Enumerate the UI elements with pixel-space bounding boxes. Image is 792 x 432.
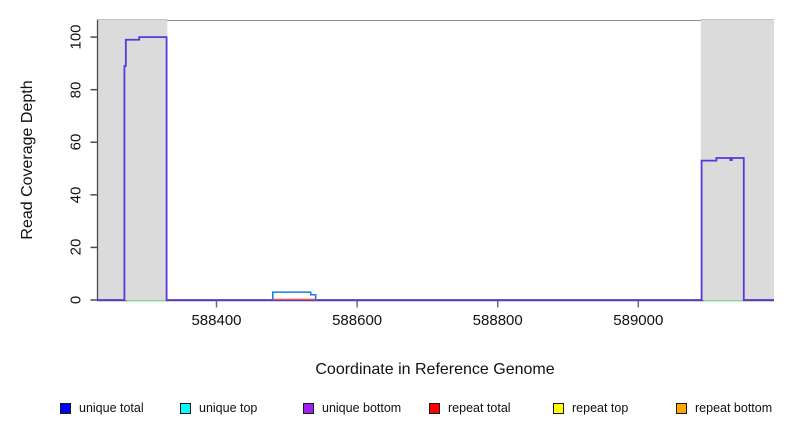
unique-top-swatch-icon [180, 402, 191, 414]
series-line: unique total / unique bottom coverage [97, 36, 774, 301]
y-tick-label: 60 [67, 133, 85, 151]
x-tick-label: 589000 [613, 312, 664, 329]
y-tick-label: 20 [67, 239, 85, 256]
legend-item-unique-bottom: unique bottom [303, 401, 401, 415]
legend-item-repeat-bottom: repeat bottom [676, 401, 772, 415]
x-tick-label: 588400 [191, 312, 242, 329]
y-tick-label: 40 [67, 186, 85, 204]
legend-label: unique bottom [322, 401, 402, 415]
y-tick-label: 80 [67, 81, 85, 98]
legend-item-repeat-total: repeat total [429, 401, 511, 415]
series-line: unique top coverage bump [271, 291, 317, 300]
legend-label: repeat bottom [695, 401, 773, 415]
y-tick-label: 0 [67, 295, 85, 305]
legend-label: repeat total [448, 401, 511, 415]
repeat-bottom-swatch-icon [676, 402, 687, 414]
y-tick-label: 100 [67, 24, 85, 50]
x-tick-label: 588800 [472, 312, 523, 329]
repeat-total-swatch-icon [429, 402, 440, 414]
repeat-top-swatch-icon [553, 402, 564, 414]
unique-total-swatch-icon [60, 402, 71, 414]
legend-item-unique-total: unique total [60, 401, 144, 415]
legend-label: unique top [199, 401, 258, 415]
right-shaded-region [700, 19, 774, 300]
legend-label: unique total [79, 401, 144, 415]
legend-label: repeat top [572, 401, 629, 415]
left-shaded-region [97, 19, 168, 300]
legend-item-repeat-top: repeat top [553, 401, 628, 415]
unique-bottom-swatch-icon [303, 402, 314, 414]
y-axis-title: Read Coverage Depth [19, 80, 36, 240]
x-tick-label: 588600 [332, 312, 383, 329]
legend-item-unique-top: unique top [180, 401, 257, 415]
x-axis-title: Coordinate in Reference Genome [315, 361, 555, 378]
